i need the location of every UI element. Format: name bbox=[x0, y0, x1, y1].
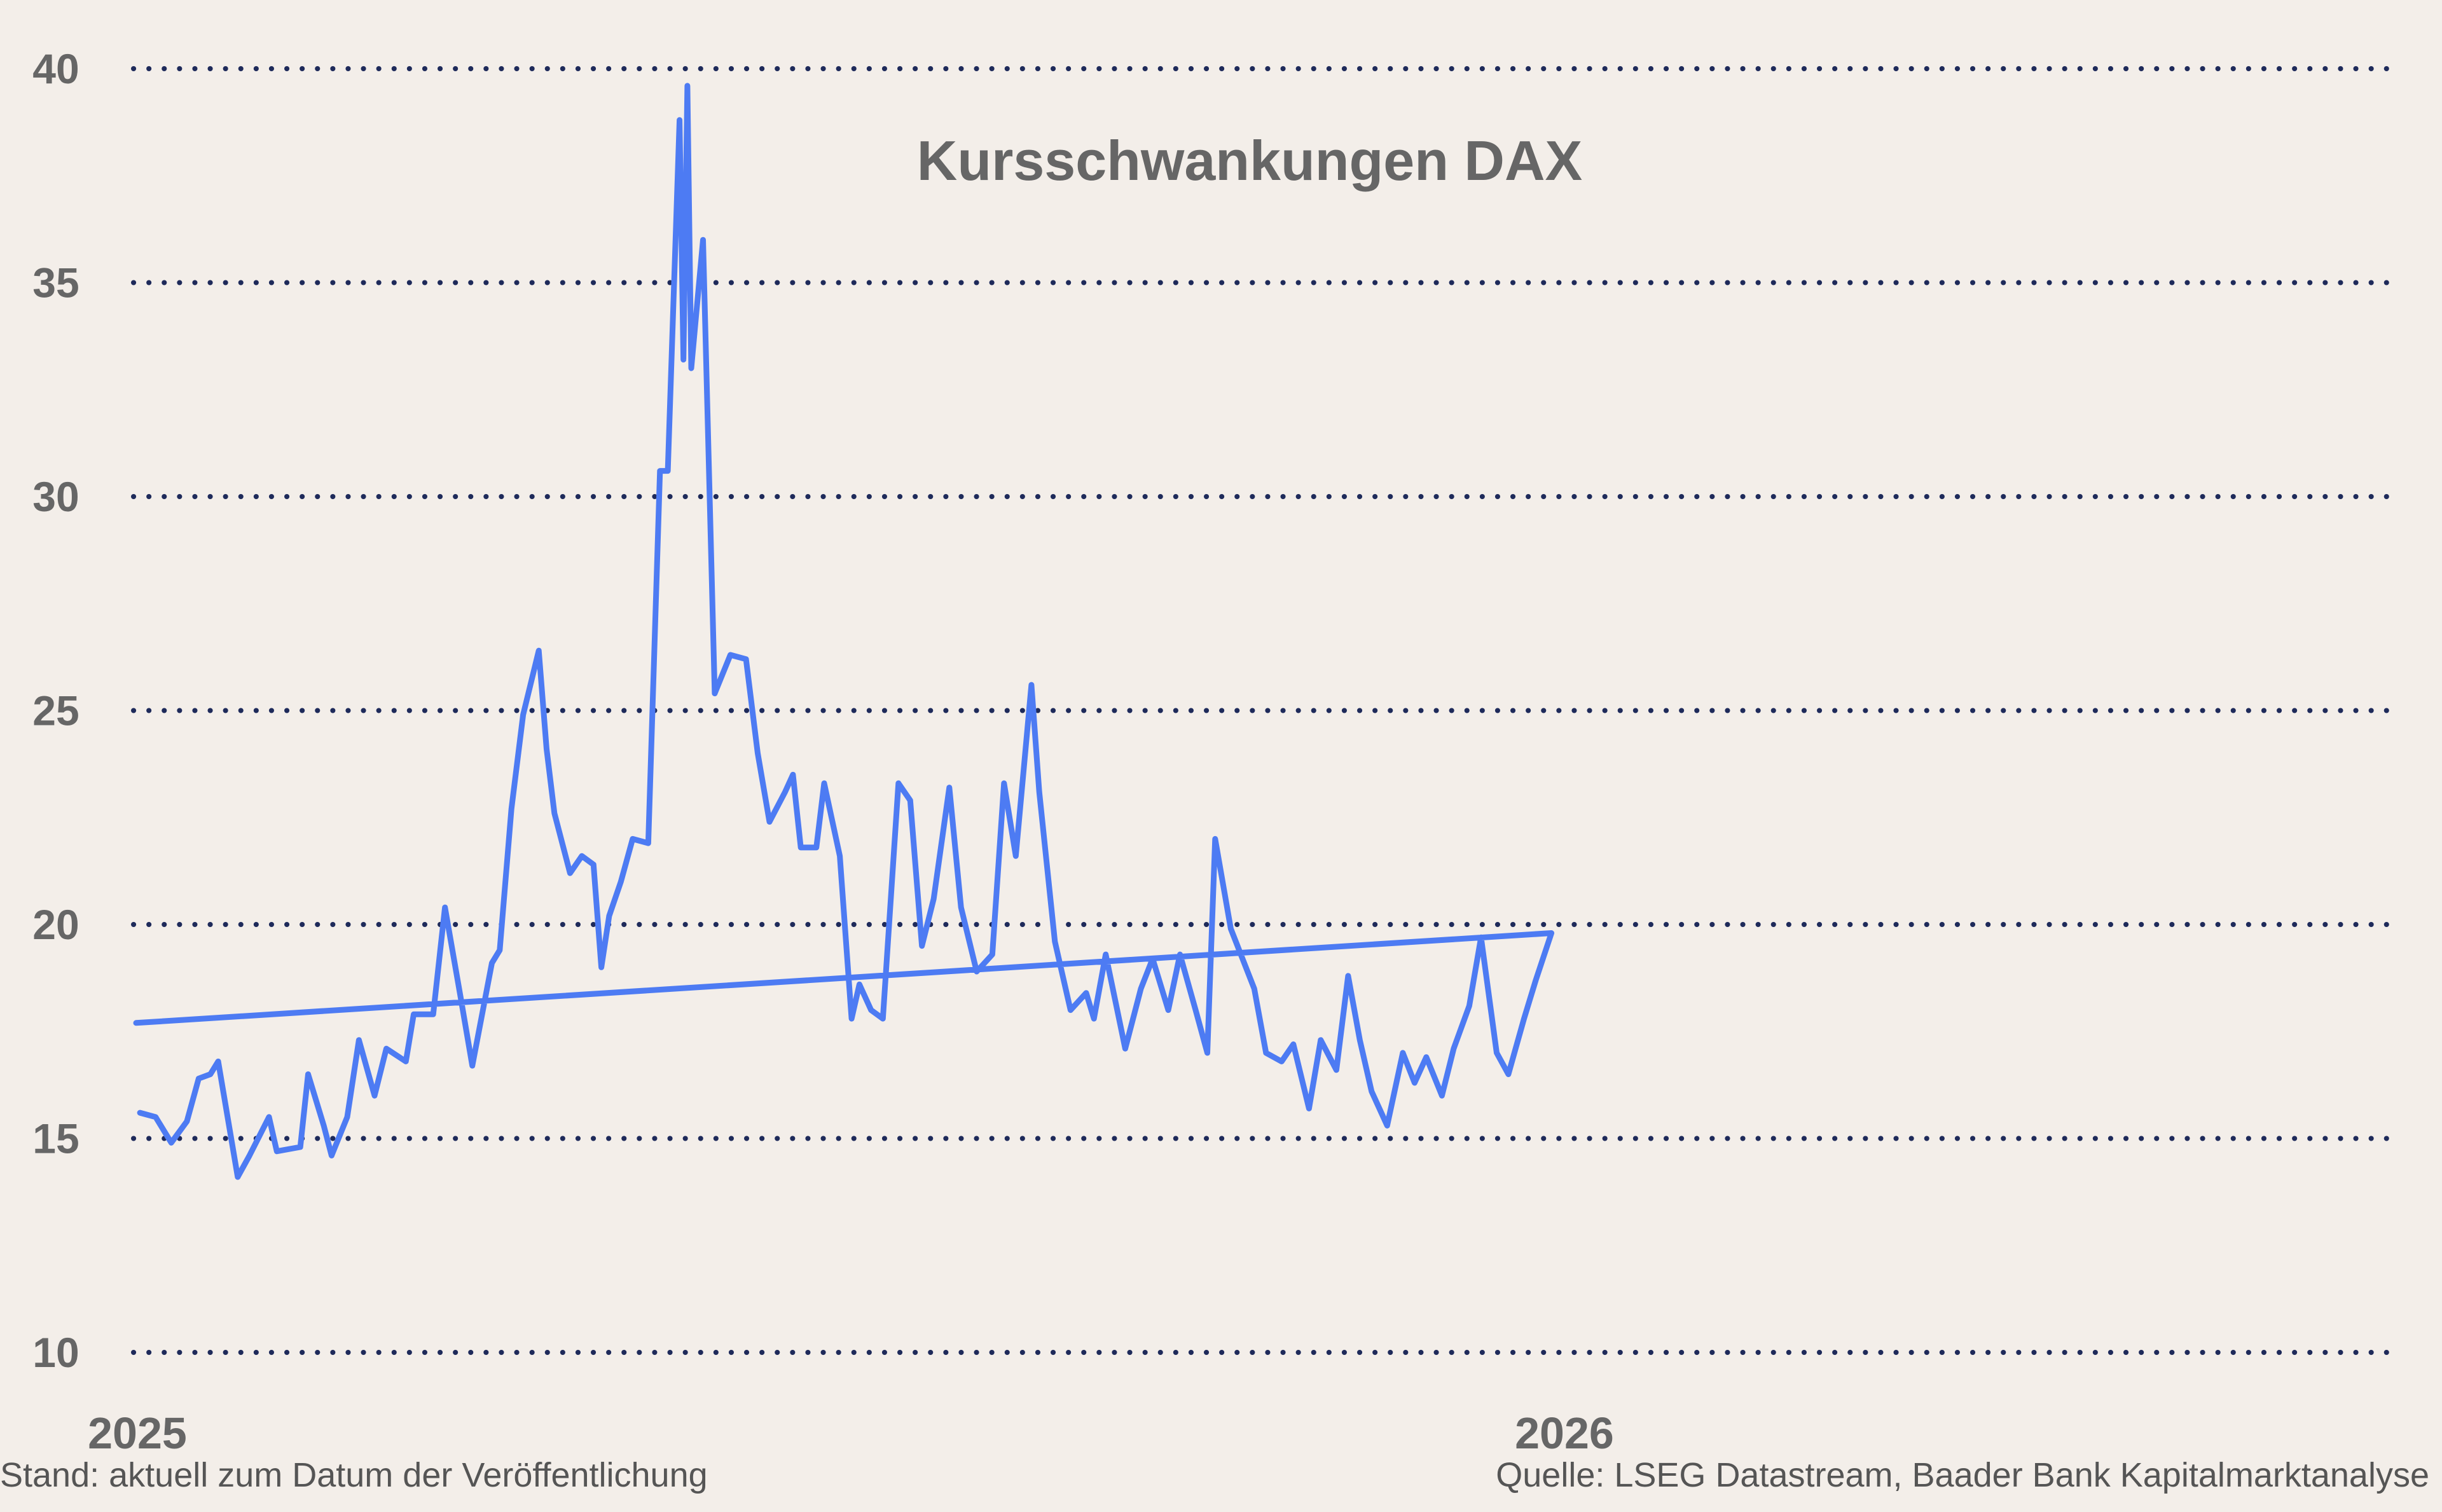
y-tick-label-25: 25 bbox=[32, 687, 79, 734]
footnote-left: Stand: aktuell zum Datum der Veröffentli… bbox=[0, 1456, 708, 1494]
x-axis-ticks: 2025 2026 bbox=[88, 1408, 1614, 1458]
gridlines bbox=[131, 66, 2394, 1355]
y-tick-label-10: 10 bbox=[32, 1329, 79, 1376]
y-tick-label-15: 15 bbox=[32, 1115, 79, 1162]
series-layer bbox=[133, 83, 1555, 1180]
y-axis-ticks: 10 15 20 25 30 35 40 bbox=[32, 45, 79, 1376]
y-tick-label-20: 20 bbox=[32, 901, 79, 948]
footnote-right: Quelle: LSEG Datastream, Baader Bank Kap… bbox=[1496, 1456, 2429, 1494]
x-tick-label-2026: 2026 bbox=[1515, 1408, 1614, 1458]
y-tick-label-35: 35 bbox=[32, 259, 79, 306]
chart-title: Kursschwankungen DAX bbox=[917, 129, 1582, 192]
y-tick-label-30: 30 bbox=[32, 473, 79, 520]
y-tick-label-40: 40 bbox=[32, 45, 79, 92]
series-line-1 bbox=[133, 83, 1555, 1180]
x-tick-label-2025: 2025 bbox=[88, 1408, 187, 1458]
